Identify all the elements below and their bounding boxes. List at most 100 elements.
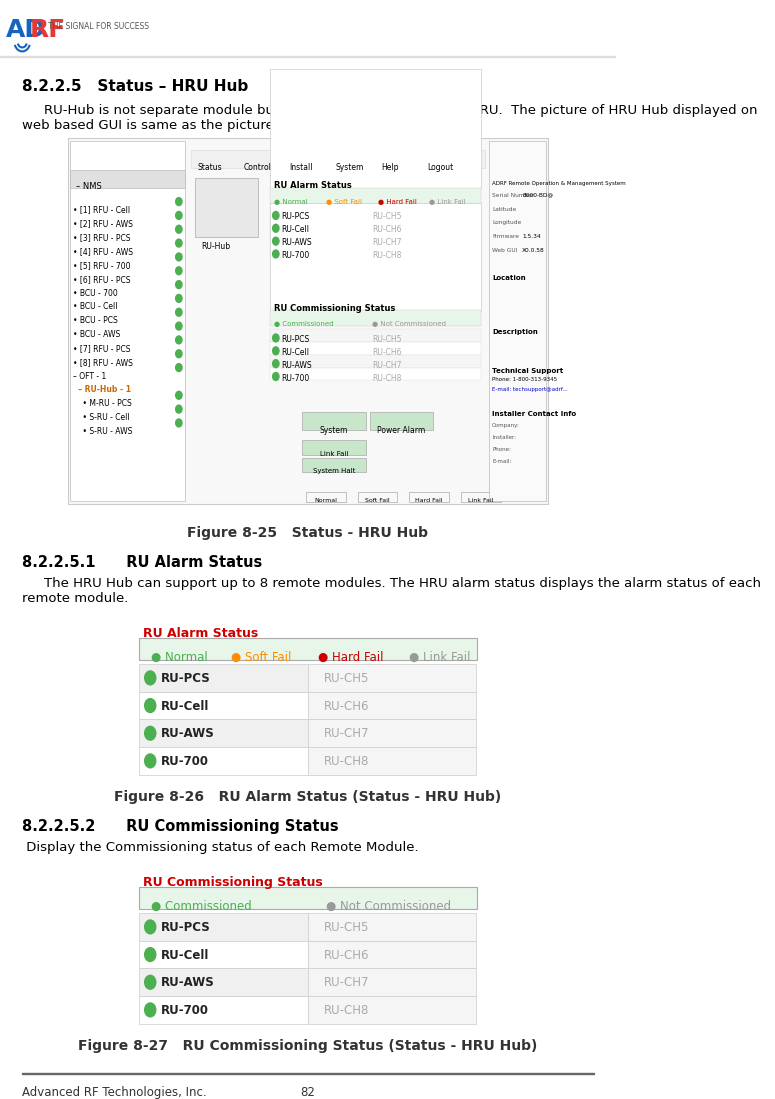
Text: RU-CH6: RU-CH6	[372, 348, 401, 357]
Text: ● Commissioned: ● Commissioned	[274, 321, 334, 328]
Circle shape	[176, 309, 182, 317]
Text: 8.2.2.5.1      RU Alarm Status: 8.2.2.5.1 RU Alarm Status	[22, 555, 263, 570]
Bar	[0, 0, 616, 54]
Text: RU-PCS: RU-PCS	[281, 335, 310, 344]
Bar	[308, 747, 476, 775]
Bar	[270, 245, 480, 258]
Text: THE SIGNAL FOR SUCCESS: THE SIGNAL FOR SUCCESS	[48, 22, 149, 31]
Text: Installer:: Installer:	[492, 435, 516, 440]
Circle shape	[176, 295, 182, 302]
Bar	[270, 202, 480, 311]
Text: Figure 8-26   RU Alarm Status (Status - HRU Hub): Figure 8-26 RU Alarm Status (Status - HR…	[114, 789, 501, 803]
Text: RU-Cell: RU-Cell	[161, 948, 210, 962]
Text: RU Commissioning Status: RU Commissioning Status	[143, 876, 323, 888]
Bar	[308, 941, 476, 968]
Bar	[306, 492, 346, 502]
Bar	[139, 691, 308, 720]
Text: RU-AWS: RU-AWS	[281, 238, 312, 247]
Text: RU-CH8: RU-CH8	[323, 755, 369, 768]
Text: • [2] RFU - AWS: • [2] RFU - AWS	[73, 220, 133, 229]
Text: RU-Cell: RU-Cell	[281, 348, 309, 357]
Circle shape	[273, 373, 279, 380]
Circle shape	[273, 224, 279, 232]
Text: • [7] RFU - PCS: • [7] RFU - PCS	[73, 344, 131, 353]
Text: ● Soft Fail: ● Soft Fail	[326, 199, 362, 204]
Bar	[70, 170, 185, 188]
Text: X0.0.58: X0.0.58	[522, 248, 545, 253]
Text: remote module.: remote module.	[22, 592, 129, 604]
Text: RF: RF	[30, 18, 67, 42]
Text: RU Alarm Status: RU Alarm Status	[274, 181, 352, 190]
Circle shape	[176, 211, 182, 220]
Bar	[308, 913, 476, 941]
Text: Technical Support: Technical Support	[492, 367, 563, 374]
Text: RU-CH7: RU-CH7	[323, 728, 369, 741]
Text: RU-PCS: RU-PCS	[281, 212, 310, 222]
Text: • M-RU - PCS: • M-RU - PCS	[73, 399, 132, 408]
Text: Location: Location	[492, 275, 525, 280]
Text: RU-Cell: RU-Cell	[161, 700, 210, 712]
Text: RU-CH8: RU-CH8	[323, 1004, 369, 1017]
Text: ● Link Fail: ● Link Fail	[429, 199, 466, 204]
Text: 82: 82	[300, 1086, 315, 1099]
Text: System: System	[336, 163, 363, 173]
Text: • [8] RFU - AWS: • [8] RFU - AWS	[73, 357, 133, 367]
Text: Display the Commissioning status of each Remote Module.: Display the Commissioning status of each…	[22, 841, 419, 854]
Text: RU-AWS: RU-AWS	[161, 976, 215, 989]
Circle shape	[176, 253, 182, 260]
Bar	[139, 664, 308, 691]
Text: RU-700: RU-700	[161, 755, 209, 768]
Bar	[308, 996, 476, 1024]
Text: RU-CH6: RU-CH6	[372, 225, 401, 234]
Text: Advanced RF Technologies, Inc.: Advanced RF Technologies, Inc.	[22, 1086, 207, 1099]
Circle shape	[176, 419, 182, 426]
Text: RU-700: RU-700	[281, 374, 310, 382]
Text: System: System	[319, 426, 348, 435]
Text: web based GUI is same as the picture of master RU.: web based GUI is same as the picture of …	[22, 119, 370, 132]
Text: Serial Number: Serial Number	[492, 192, 535, 198]
Bar	[358, 492, 398, 502]
Bar	[270, 355, 480, 367]
Text: Figure 8-25   Status - HRU Hub: Figure 8-25 Status - HRU Hub	[187, 525, 428, 540]
Bar	[270, 232, 480, 245]
Text: • BCU - AWS: • BCU - AWS	[73, 330, 120, 340]
Text: RU-Hub is not separate module but is integrated into the master RU.  The picture: RU-Hub is not separate module but is int…	[43, 103, 757, 116]
Circle shape	[273, 334, 279, 342]
Text: Phone:: Phone:	[492, 446, 511, 452]
Text: • [6] RFU - PCS: • [6] RFU - PCS	[73, 275, 131, 284]
Bar	[70, 142, 185, 501]
Circle shape	[273, 359, 279, 367]
Text: E-mail:: E-mail:	[492, 458, 512, 464]
Text: Phone: 1-800-313-9345: Phone: 1-800-313-9345	[492, 377, 557, 382]
Circle shape	[273, 249, 279, 258]
Text: Normal: Normal	[315, 498, 337, 503]
Circle shape	[176, 322, 182, 330]
Circle shape	[176, 198, 182, 206]
Circle shape	[145, 699, 156, 712]
Circle shape	[176, 336, 182, 344]
Text: Status: Status	[197, 163, 222, 173]
Text: RU-AWS: RU-AWS	[161, 728, 215, 741]
Bar	[195, 178, 258, 237]
Text: RU Alarm Status: RU Alarm Status	[143, 626, 258, 640]
Bar	[270, 69, 480, 188]
Text: ● Normal: ● Normal	[151, 652, 208, 664]
Circle shape	[176, 364, 182, 371]
Circle shape	[145, 1003, 156, 1017]
Text: ● Soft Fail: ● Soft Fail	[230, 652, 291, 664]
Text: Description: Description	[492, 329, 538, 335]
Bar	[308, 720, 476, 747]
Circle shape	[145, 975, 156, 989]
Text: RU-CH7: RU-CH7	[372, 238, 401, 247]
Text: • S-RU - AWS: • S-RU - AWS	[73, 426, 133, 436]
Bar	[139, 720, 308, 747]
Text: System Halt: System Halt	[312, 468, 355, 475]
Circle shape	[145, 920, 156, 934]
Circle shape	[176, 391, 182, 399]
Text: – NMS: – NMS	[75, 181, 102, 191]
Bar	[270, 220, 480, 232]
Circle shape	[145, 947, 156, 962]
Text: RU-700: RU-700	[161, 1004, 209, 1017]
Bar	[308, 664, 476, 691]
Circle shape	[176, 280, 182, 289]
